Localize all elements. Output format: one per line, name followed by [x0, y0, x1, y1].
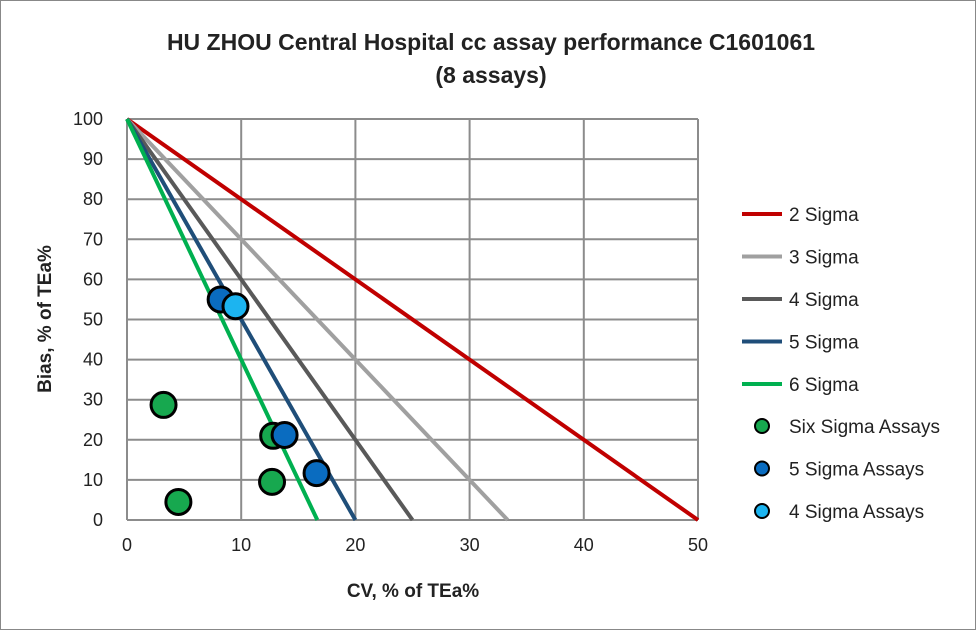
data-point	[164, 487, 193, 516]
sigma-line-6	[125, 118, 320, 521]
data-point	[221, 292, 250, 321]
legend-label: Six Sigma Assays	[789, 417, 940, 438]
y-tick-label: 60	[83, 269, 103, 289]
y-tick-label: 90	[83, 149, 103, 169]
legend-label: 5 Sigma	[789, 333, 859, 354]
x-tick-label: 10	[231, 535, 251, 555]
x-axis-label: CV, % of TEa%	[347, 581, 479, 602]
legend-label: 5 Sigma Assays	[789, 460, 924, 481]
legend-label: 4 Sigma	[789, 290, 859, 311]
x-tick-label: 20	[345, 535, 365, 555]
y-tick-label: 30	[83, 390, 103, 410]
legend-label: 6 Sigma	[789, 375, 859, 396]
data-point	[302, 459, 331, 488]
x-tick-label: 0	[122, 535, 132, 555]
legend-label: 3 Sigma	[789, 248, 859, 269]
data-point	[270, 420, 299, 449]
data-point	[258, 467, 287, 496]
y-tick-label: 100	[73, 109, 103, 129]
y-tick-label: 40	[83, 350, 103, 370]
y-tick-label: 70	[83, 229, 103, 249]
legend-label: 2 Sigma	[789, 205, 859, 226]
sigma-line-5	[125, 118, 358, 521]
y-tick-label: 20	[83, 430, 103, 450]
x-tick-label: 50	[688, 535, 708, 555]
legend-marker	[754, 460, 770, 477]
sigma-line-4	[125, 117, 415, 522]
y-axis-label: Bias, % of TEa%	[35, 245, 56, 393]
x-tick-label: 30	[460, 535, 480, 555]
sigma-line-3	[125, 117, 510, 522]
legend-marker	[754, 503, 770, 519]
y-tick-label: 50	[83, 310, 103, 330]
x-tick-label: 40	[574, 535, 594, 555]
chart-title: HU ZHOU Central Hospital cc assay perfor…	[167, 29, 815, 55]
y-tick-label: 10	[83, 470, 103, 490]
y-tick-label: 80	[83, 189, 103, 209]
legend-marker	[754, 418, 770, 434]
y-tick-label: 0	[93, 510, 103, 530]
legend-label: 4 Sigma Assays	[789, 502, 924, 523]
chart-subtitle: (8 assays)	[435, 62, 546, 88]
sigma-line-2	[125, 117, 700, 522]
data-point	[149, 390, 178, 419]
